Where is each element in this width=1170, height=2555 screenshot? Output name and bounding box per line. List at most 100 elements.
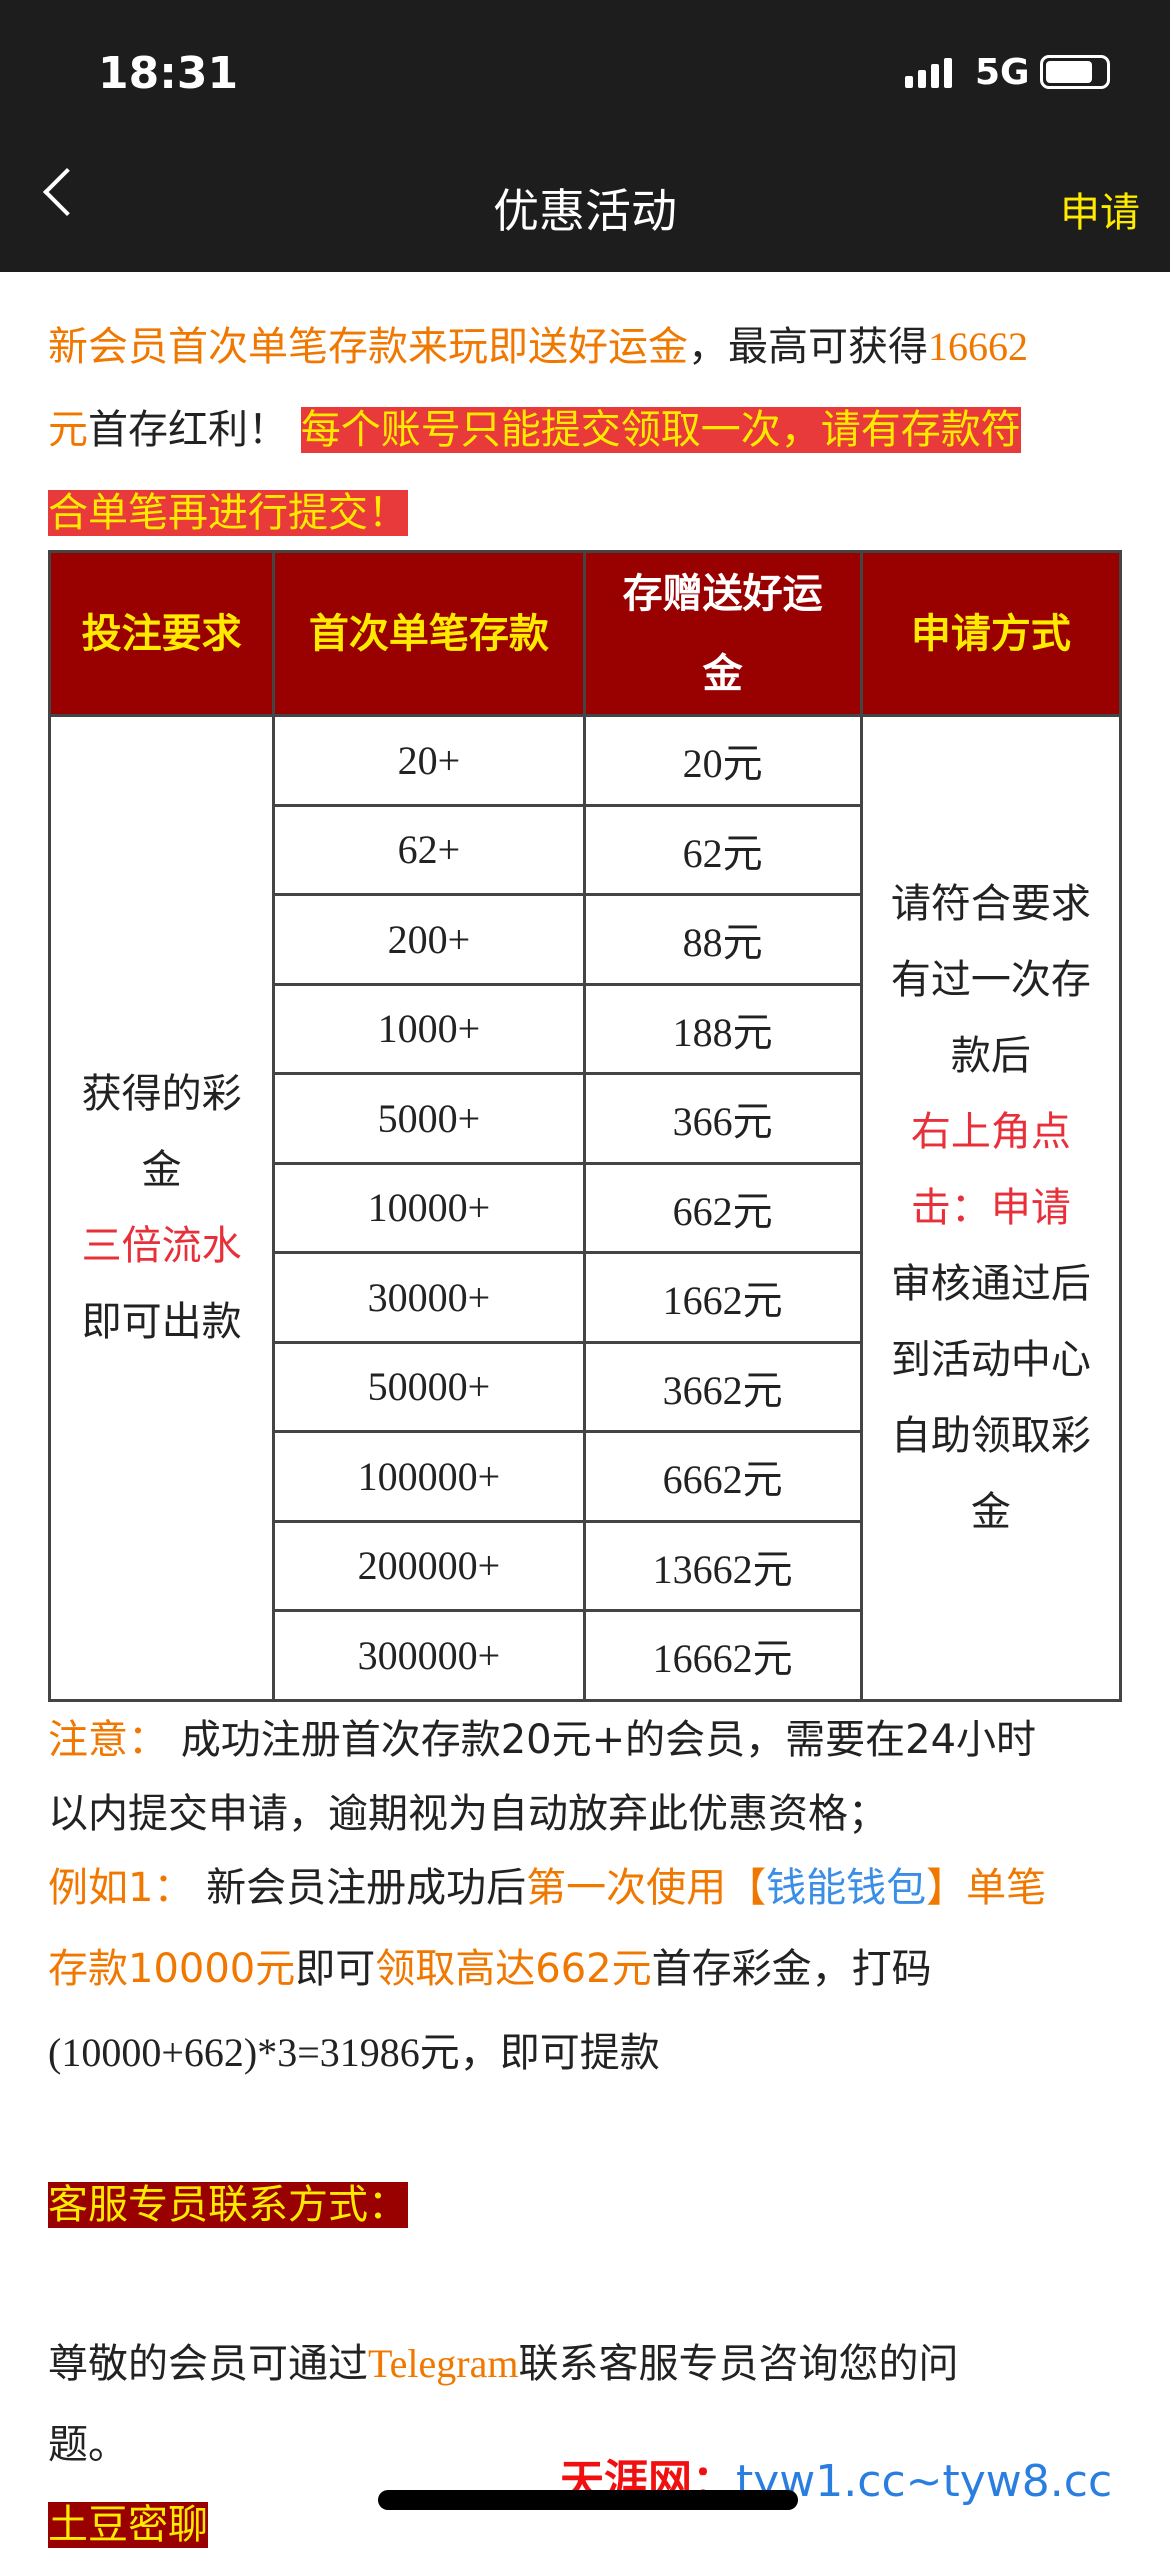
- method-line: 款后: [950, 1032, 1031, 1079]
- intro-a: 新会员首次单笔存款来玩即送好运金: [48, 324, 688, 370]
- deposit-cell: 50000+: [272, 1340, 586, 1433]
- note-label: 注意：: [48, 1717, 168, 1763]
- table-row: 200000+ 13662元: [50, 1519, 1121, 1612]
- example-i: 首存彩金，打码: [651, 1946, 932, 1992]
- bonus-cell: 3662元: [582, 1340, 863, 1433]
- method-line: 金: [970, 1488, 1011, 1535]
- apply-button[interactable]: 申请: [1060, 190, 1140, 236]
- example-f: 存款10000元: [48, 1946, 296, 1992]
- contact-line-1: 尊敬的会员可通过Telegram联系客服专员咨询您的问: [48, 2334, 958, 2394]
- example-g: 即可: [295, 1946, 376, 1992]
- deposit-cell: 30000+: [272, 1251, 586, 1344]
- header-method: 申请方式: [859, 550, 1123, 717]
- table-row: 200+ 88元: [50, 893, 1121, 986]
- bonus-table: 投注要求 首次单笔存款 存赠送好运金 申请方式 获得的彩金三倍流水 即可出款 20+…: [47, 550, 1123, 1702]
- method-cell: 请符合要求有过一次存款后右上角点击：申请审核通过后到活动中心自助领取彩金: [859, 714, 1123, 1702]
- req-2: 金: [141, 1146, 182, 1193]
- deposit-cell: 200000+: [272, 1519, 586, 1612]
- intro-e: 首存红利！: [88, 407, 288, 453]
- battery-icon: [1040, 55, 1110, 89]
- example-a: 新会员注册成功后: [206, 1865, 527, 1911]
- requirement-cell: 获得的彩金三倍流水即可出款: [47, 714, 276, 1702]
- telegram-link[interactable]: Telegram: [368, 2341, 519, 2386]
- example-b: 第一次使用: [526, 1865, 727, 1911]
- header-requirement: 投注要求: [47, 550, 276, 717]
- note-line-1: 注意： 成功注册首次存款20元+的会员，需要在24小时: [48, 1710, 1036, 1770]
- bonus-cell: 1662元: [582, 1251, 863, 1344]
- table-row: 62+ 62元: [50, 803, 1121, 896]
- note-text-1: 成功注册首次存款20元+的会员，需要在24小时: [180, 1717, 1037, 1763]
- contact-heading: 客服专员联系方式：: [48, 2175, 408, 2235]
- req-1: 获得的彩: [81, 1070, 242, 1117]
- contact-heading-text: 客服专员联系方式：: [48, 2182, 408, 2228]
- intro-warning: 每个账号只能提交领取一次，请有存款符: [300, 407, 1021, 453]
- table-row: 30000+ 1662元: [50, 1251, 1121, 1344]
- req-3: 三倍流水: [81, 1222, 242, 1269]
- example-formula: (10000+662)*3=31986元: [48, 2030, 460, 2075]
- bonus-cell: 20元: [582, 714, 863, 807]
- example-line-1: 例如1： 新会员注册成功后第一次使用【钱能钱包】单笔: [48, 1858, 1046, 1918]
- top-bar: 18:31 5G 优惠活动 申请: [0, 0, 1170, 272]
- bonus-cell: 366元: [582, 1072, 863, 1165]
- req-4: 即可出款: [81, 1298, 242, 1345]
- deposit-cell: 100000+: [272, 1430, 586, 1523]
- table-row: 1000+ 188元: [50, 982, 1121, 1075]
- method-line: 右上角点: [910, 1108, 1071, 1155]
- example-label: 例如1：: [48, 1865, 194, 1911]
- intro-line-1: 新会员首次单笔存款来玩即送好运金，最高可获得16662: [48, 317, 1028, 377]
- next-heading-text: 土豆密聊: [48, 2502, 208, 2548]
- intro-line-3: 合单笔再进行提交！: [48, 483, 408, 543]
- deposit-cell: 1000+: [272, 982, 586, 1075]
- contact-t2: 联系客服专员咨询您的问: [518, 2341, 959, 2387]
- deposit-cell: 5000+: [272, 1072, 586, 1165]
- intro-warning-2: 合单笔再进行提交！: [48, 490, 408, 536]
- signal-icon: [905, 58, 952, 88]
- example-h: 领取高达662元: [375, 1946, 652, 1992]
- method-line: 有过一次存: [890, 956, 1091, 1003]
- deposit-cell: 10000+: [272, 1161, 586, 1254]
- header-deposit: 首次单笔存款: [272, 550, 586, 717]
- table-row: 100000+ 6662元: [50, 1430, 1121, 1523]
- table-row: 5000+ 366元: [50, 1072, 1121, 1165]
- method-line: 自助领取彩: [890, 1412, 1091, 1459]
- deposit-cell: 20+: [272, 714, 586, 807]
- deposit-cell: 62+: [272, 803, 586, 896]
- intro-line-2: 元首存红利！ 每个账号只能提交领取一次，请有存款符: [48, 400, 1021, 460]
- contact-t1: 尊敬的会员可通过: [48, 2341, 368, 2387]
- bonus-cell: 662元: [582, 1161, 863, 1254]
- table-row: 获得的彩金三倍流水 即可出款 20+ 20元 请符合要求 有过一次存 款后 右上角点 击：申请审…: [47, 714, 1123, 1702]
- example-line-2: 存款10000元即可领取高达662元首存彩金，打码: [48, 1939, 932, 1999]
- bonus-cell: 6662元: [582, 1430, 863, 1523]
- next-heading: 土豆密聊: [48, 2495, 208, 2555]
- example-e: 】单笔: [926, 1865, 1047, 1911]
- watermark-b: tyw1.cc~tyw8.cc: [736, 2456, 1113, 2507]
- bonus-cell: 188元: [582, 982, 863, 1075]
- example-line-3: (10000+662)*3=31986元，即可提款: [48, 2023, 660, 2083]
- table-row: 50000+ 3662元: [50, 1340, 1121, 1433]
- method-line: 审核通过后: [890, 1260, 1091, 1307]
- bonus-cell: 13662元: [582, 1519, 863, 1612]
- deposit-cell: 200+: [272, 893, 586, 986]
- table-row: 10000+ 662元: [50, 1161, 1121, 1254]
- wallet-name: 钱能钱包: [766, 1865, 927, 1911]
- method-line: 请符合要求: [890, 880, 1091, 927]
- method-line: 到活动中心: [890, 1336, 1091, 1383]
- header-bonus: 存赠送好运金: [582, 550, 863, 717]
- network-label: 5G: [975, 52, 1030, 93]
- bonus-cell: 16662元: [582, 1609, 863, 1702]
- method-line: 击：申请: [910, 1184, 1071, 1231]
- intro-d: 元: [48, 407, 88, 453]
- page-title: 优惠活动: [493, 184, 677, 238]
- example-c: 【: [726, 1865, 767, 1911]
- intro-c: 16662: [928, 324, 1028, 369]
- intro-b: ，最高可获得: [688, 324, 928, 370]
- contact-line-2: 题。: [48, 2422, 128, 2468]
- table-row: 300000+ 16662元: [50, 1609, 1121, 1702]
- home-indicator[interactable]: [378, 2490, 798, 2510]
- status-time: 18:31: [98, 48, 239, 99]
- bonus-cell: 88元: [582, 893, 863, 986]
- bonus-cell: 62元: [582, 803, 863, 896]
- note-line-2: 以内提交申请，逾期视为自动放弃此优惠资格；: [48, 1791, 888, 1837]
- deposit-cell: 300000+: [272, 1609, 586, 1702]
- example-k: ，即可提款: [459, 2030, 660, 2076]
